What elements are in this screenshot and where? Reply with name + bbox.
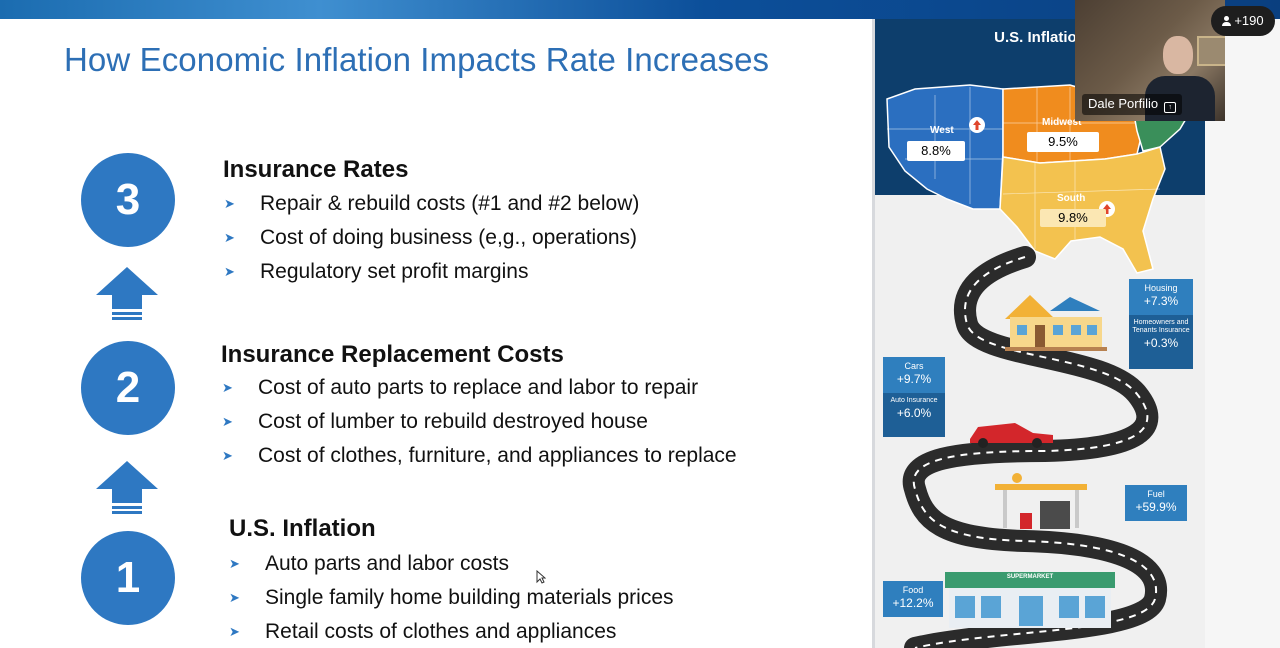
step-1-circle: 1 xyxy=(81,531,175,625)
stat-card-fuel: Fuel +59.9% xyxy=(1125,485,1187,521)
supermarket-sign: SUPERMARKET xyxy=(1006,574,1054,580)
region-label-south: South xyxy=(1057,193,1086,204)
house-icon xyxy=(1005,295,1107,351)
chevron-right-icon: ➤ xyxy=(222,414,233,429)
region-label-midwest: Midwest xyxy=(1042,117,1082,128)
winding-road xyxy=(902,246,1168,648)
gas-station-icon xyxy=(995,473,1087,529)
bullet-item: ➤ Single family home building materials p… xyxy=(229,586,674,609)
participants-button[interactable]: +190 xyxy=(1211,6,1275,36)
chevron-right-icon: ➤ xyxy=(224,196,235,211)
wall-picture xyxy=(1197,36,1225,66)
up-arrow-icon xyxy=(96,267,158,320)
presentation-slide: How Economic Inflation Impacts Rate Incr… xyxy=(0,19,872,648)
screen-share-icon: ↑ xyxy=(1164,102,1177,113)
chevron-right-icon: ➤ xyxy=(229,556,240,571)
chevron-right-icon: ➤ xyxy=(224,230,235,245)
supermarket-icon xyxy=(945,572,1115,628)
bullet-item: ➤ Cost of clothes, furniture, and applian… xyxy=(222,444,737,467)
speaker-head xyxy=(1163,36,1193,74)
section-heading-insurance-rates: Insurance Rates xyxy=(223,156,409,183)
bullet-item: ➤ Cost of auto parts to replace and labor… xyxy=(222,376,699,399)
mouse-cursor-icon xyxy=(536,570,546,584)
stat-card-cars: Cars +9.7% xyxy=(883,357,945,395)
window-top-strip xyxy=(0,0,1280,19)
chevron-right-icon: ➤ xyxy=(222,448,233,463)
inflation-infographic: U.S. Inflation West 8.8% Midwest 9.5% So… xyxy=(875,19,1205,648)
person-icon xyxy=(1222,16,1232,26)
bullet-item: ➤ Regulatory set profit margins xyxy=(224,260,529,283)
step-3-circle: 3 xyxy=(81,153,175,247)
bullet-item: ➤ Cost of doing business (e,g., operation… xyxy=(224,226,638,249)
section-heading-us-inflation: U.S. Inflation xyxy=(229,515,376,542)
speaker-video-tile[interactable]: Dale Porfilio ↑ xyxy=(1075,0,1225,121)
slide-title: How Economic Inflation Impacts Rate Incr… xyxy=(64,41,770,78)
slide-edge xyxy=(872,19,875,648)
region-value-west: 8.8% xyxy=(907,141,965,161)
chevron-right-icon: ➤ xyxy=(229,624,240,639)
infographic-title: U.S. Inflation xyxy=(994,29,1086,46)
bullet-item: ➤ Auto parts and labor costs xyxy=(229,552,509,575)
stat-card-housing: Housing +7.3% xyxy=(1129,279,1193,319)
section-heading-replacement-costs: Insurance Replacement Costs xyxy=(221,341,564,368)
chevron-right-icon: ➤ xyxy=(229,590,240,605)
stat-card-food: Food +12.2% xyxy=(883,581,943,617)
bullet-item: ➤ Cost of lumber to rebuild destroyed hou… xyxy=(222,410,648,433)
region-value-midwest: 9.5% xyxy=(1027,132,1099,152)
car-icon xyxy=(970,423,1053,448)
chevron-right-icon: ➤ xyxy=(222,380,233,395)
chevron-right-icon: ➤ xyxy=(224,264,235,279)
region-value-south: 9.8% xyxy=(1040,209,1106,227)
up-arrow-icon xyxy=(96,461,158,514)
right-margin xyxy=(1205,19,1280,648)
region-label-west: West xyxy=(930,125,954,136)
speaker-name-tag: Dale Porfilio ↑ xyxy=(1082,94,1183,115)
step-2-circle: 2 xyxy=(81,341,175,435)
stat-card-auto-insurance: Auto Insurance +6.0% xyxy=(883,393,945,437)
bullet-item: ➤ Retail costs of clothes and appliances xyxy=(229,620,617,643)
bullet-item: ➤ Repair & rebuild costs (#1 and #2 below… xyxy=(224,192,640,215)
stat-card-homeowners-insurance: Homeowners and Tenants Insurance +0.3% xyxy=(1129,315,1193,369)
